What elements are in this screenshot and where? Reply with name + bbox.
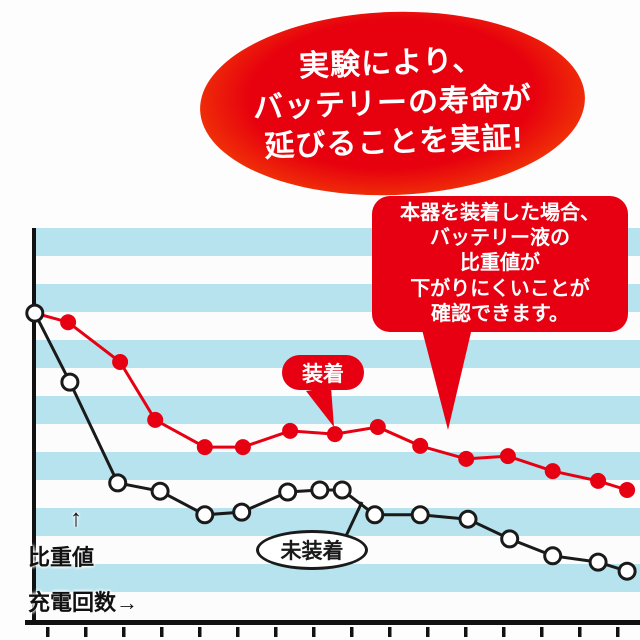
x-axis-tick <box>578 627 582 637</box>
callout-line-3: 比重値が <box>460 252 540 275</box>
callout-tail <box>420 322 472 430</box>
data-point-装着 <box>282 422 299 439</box>
x-axis-tick <box>312 627 316 637</box>
data-point-未装着 <box>332 480 352 500</box>
x-axis-tick <box>274 627 278 637</box>
data-point-未装着 <box>195 505 215 525</box>
data-point-装着 <box>499 448 516 465</box>
y-axis-label: 比重値 <box>28 545 95 570</box>
data-point-未装着 <box>588 552 608 572</box>
not-equipped-series-label: 未装着 <box>256 530 368 570</box>
data-point-未装着 <box>500 529 520 549</box>
data-point-未装着 <box>410 505 430 525</box>
data-point-未装着 <box>108 473 128 493</box>
x-axis-line <box>25 620 640 625</box>
data-point-装着 <box>196 439 213 456</box>
callout-line-2: バッテリー液の <box>430 226 570 249</box>
data-point-装着 <box>234 439 251 456</box>
x-axis-tick <box>46 627 50 637</box>
data-point-未装着 <box>60 372 80 392</box>
data-point-未装着 <box>458 509 478 529</box>
equipped-series-label: 装着 <box>282 355 364 390</box>
x-axis-tick <box>540 627 544 637</box>
data-point-装着 <box>458 450 475 467</box>
data-point-装着 <box>412 437 429 454</box>
equipped-label-arrow <box>306 387 334 427</box>
callout-line-4: 下がりにくいことが <box>410 277 590 300</box>
x-axis-tick <box>464 627 468 637</box>
y-axis-line <box>32 228 36 622</box>
data-point-装着 <box>326 426 343 443</box>
data-point-装着 <box>544 463 561 480</box>
data-point-未装着 <box>365 505 385 525</box>
not-equipped-label-tail <box>344 501 364 537</box>
callout-line-1: 本器を装着した場合、 <box>400 201 600 224</box>
data-point-未装着 <box>25 303 45 323</box>
data-point-未装着 <box>278 482 298 502</box>
x-axis-tick <box>502 627 506 637</box>
data-point-未装着 <box>150 481 170 501</box>
headline-line-3: 延びることを実証! <box>263 121 524 164</box>
data-point-装着 <box>147 411 164 428</box>
data-point-未装着 <box>543 546 563 566</box>
x-axis-ticks <box>46 627 620 637</box>
data-point-装着 <box>369 419 386 435</box>
data-point-未装着 <box>310 480 330 500</box>
x-axis-tick <box>350 627 354 637</box>
x-axis-tick <box>616 627 620 637</box>
x-axis-tick <box>84 627 88 637</box>
x-axis-tick <box>198 627 202 637</box>
x-axis-tick <box>426 627 430 637</box>
data-point-装着 <box>60 314 77 331</box>
data-point-装着 <box>590 472 607 489</box>
data-point-未装着 <box>232 502 252 522</box>
series-line-未装着 <box>33 312 628 573</box>
headline-line-1: 実験により、 <box>298 43 484 84</box>
callout-line-5: 確認できます。 <box>431 303 569 326</box>
y-axis-arrow-icon: ↑ <box>70 505 82 532</box>
callout-box: 本器を装着した場合、 バッテリー液の 比重値が 下がりにくいことが 確認できます… <box>372 196 628 332</box>
series-layer <box>25 303 637 581</box>
data-point-装着 <box>619 482 636 498</box>
x-axis-tick <box>388 627 392 637</box>
data-point-装着 <box>112 354 129 370</box>
x-axis-tick <box>122 627 126 637</box>
data-point-未装着 <box>617 561 637 581</box>
x-axis-tick <box>160 627 164 637</box>
x-axis-label: 充電回数→ <box>28 590 139 615</box>
x-axis-tick <box>236 627 240 637</box>
